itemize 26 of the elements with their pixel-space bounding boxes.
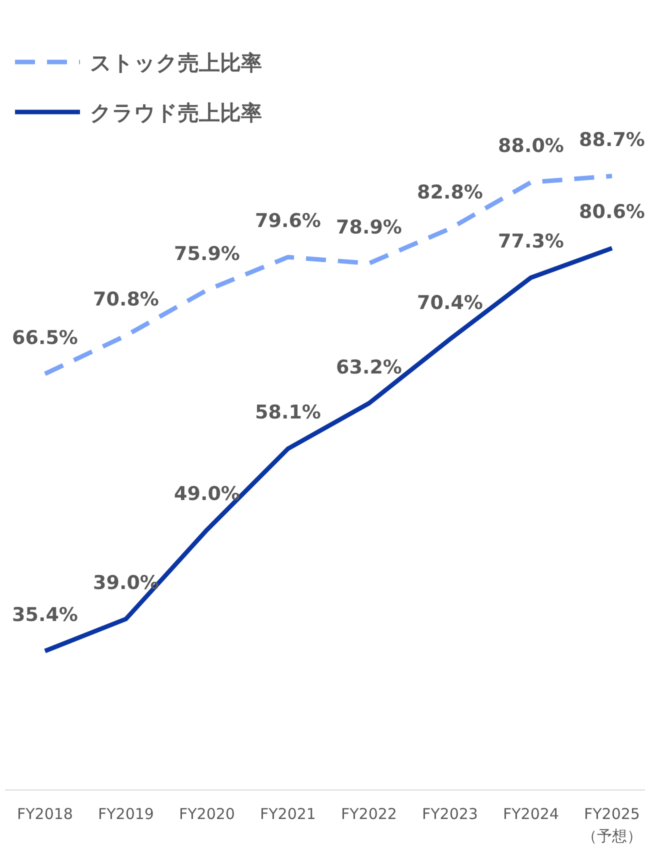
- data-label: 88.0%: [498, 135, 564, 158]
- data-label: 63.2%: [336, 356, 402, 378]
- x-tick-label: FY2024: [503, 805, 559, 823]
- x-tick-label: FY2021: [260, 805, 316, 823]
- data-label: 70.8%: [93, 288, 159, 311]
- data-label: 35.4%: [12, 604, 78, 626]
- data-label: 66.5%: [12, 326, 78, 349]
- data-label: 82.8%: [417, 182, 483, 204]
- data-label: 80.6%: [579, 201, 645, 224]
- legend-label: ストック売上比率: [90, 51, 262, 75]
- x-tick-label: FY2022: [341, 805, 397, 823]
- data-label: 58.1%: [255, 402, 321, 424]
- data-label: 49.0%: [174, 482, 240, 505]
- data-label: 39.0%: [93, 572, 159, 594]
- legend-label: クラウド売上比率: [90, 101, 262, 125]
- data-label: 78.9%: [336, 216, 402, 238]
- data-label: 88.7%: [579, 129, 645, 151]
- x-tick-label: FY2019: [98, 805, 154, 823]
- data-label: 79.6%: [255, 210, 321, 232]
- data-label: 70.4%: [417, 292, 483, 314]
- x-tick-label: FY2020: [179, 805, 235, 823]
- x-tick-label: FY2018: [17, 805, 73, 823]
- x-tick-label: FY2023: [422, 805, 478, 823]
- data-label: 77.3%: [498, 230, 564, 253]
- data-label: 75.9%: [174, 243, 240, 266]
- x-tick-label: FY2025 （予想）: [582, 805, 642, 845]
